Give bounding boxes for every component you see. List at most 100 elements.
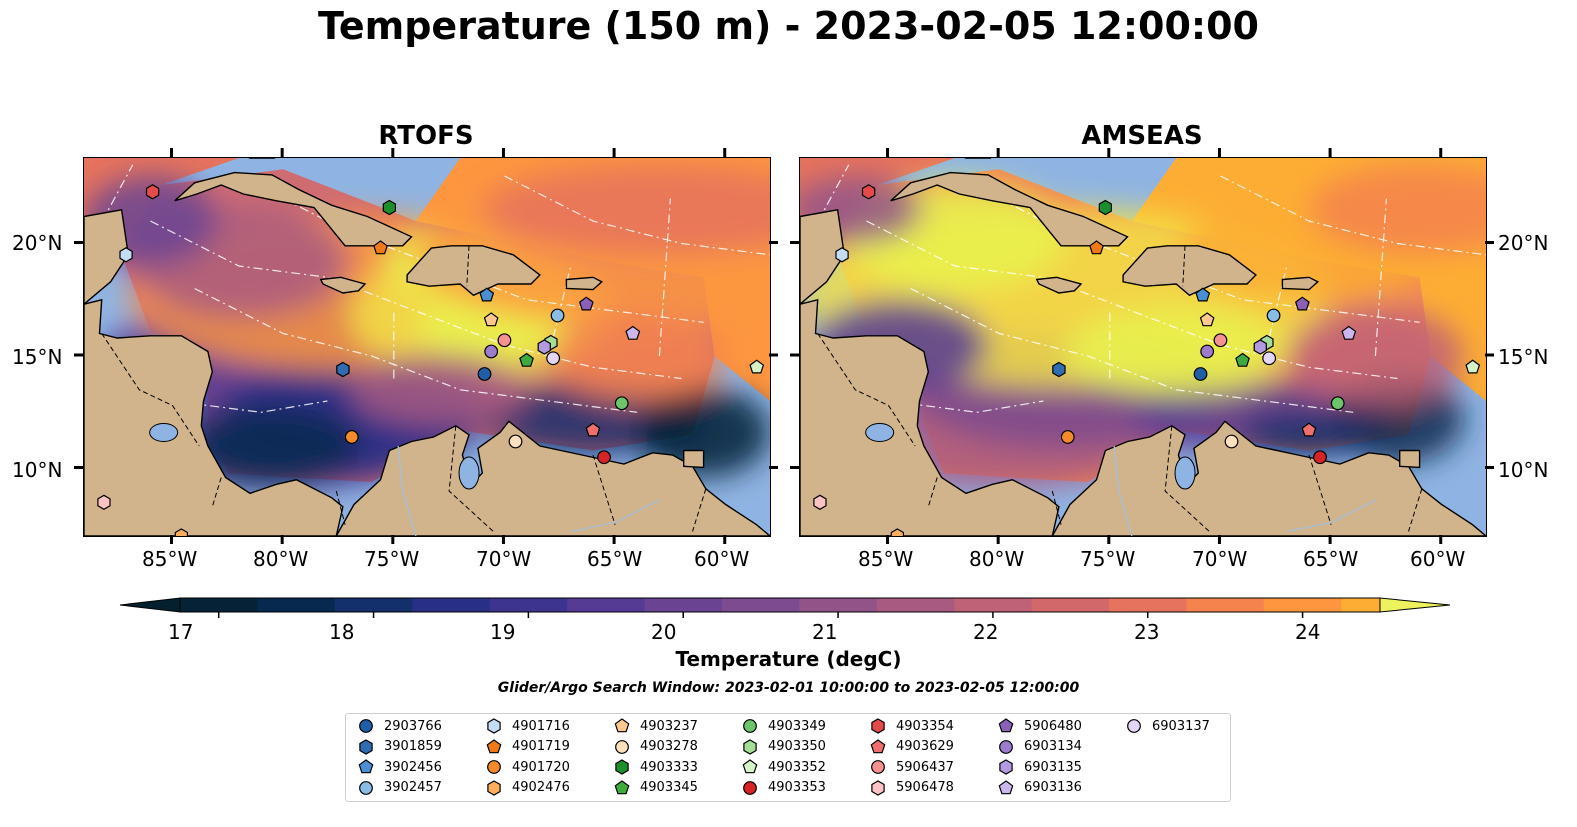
float-marker [1313,450,1327,465]
legend-label: 3902456 [384,759,442,775]
legend-entry: 4901716 [484,716,570,736]
legend-marker [871,718,885,734]
y-tick-label: 20°N [1498,231,1549,255]
legend-label: 3902457 [384,780,442,795]
land-hispaniola [406,245,541,297]
legend-entry: 3901859 [356,737,442,757]
legend-marker [359,719,373,733]
float-markers [97,184,765,536]
legend-marker-shape [359,738,373,755]
legend-marker [870,738,886,753]
legend-marker [871,779,885,796]
land [84,158,770,536]
legend-label: 3901859 [384,739,442,754]
search-window-text: Glider/Argo Search Window: 2023-02-01 10… [497,680,1080,696]
float-marker [479,287,495,302]
float-marker [1253,339,1267,355]
colorbar-segment [489,598,568,612]
x-tick-label: 85°W [858,547,914,571]
legend-marker-shape [999,739,1013,754]
colorbar-segment [799,598,878,612]
x-tick-label: 75°W [364,547,420,571]
float-marker [145,184,160,200]
x-tick-label: 65°W [1303,547,1359,571]
colorbar-tick-label: 18 [329,620,355,644]
legend-marker-shape [1127,719,1141,733]
x-tick-label: 80°W [253,547,309,571]
legend-marker [614,779,630,794]
float-marker [1224,434,1239,449]
rivers [397,445,660,536]
float-marker [1193,367,1208,381]
float-marker [336,361,350,378]
legend-entry: 4902476 [484,778,570,798]
legend-entry: 6903136 [996,778,1082,798]
float-marker [174,528,189,536]
float-marker [519,352,534,367]
colorbar-tick-label: 21 [812,620,838,644]
float-marker [1341,325,1357,340]
legend-marker [486,738,502,753]
legend-marker-shape [998,718,1014,733]
legend-marker-shape [487,718,501,734]
land-yucatan [84,208,130,306]
float-marker [614,396,629,411]
legend-marker-shape [487,779,501,796]
float-marker [483,312,499,327]
legend-marker [615,759,629,775]
country-borders [101,245,707,532]
land-hispaniola [1122,245,1257,297]
float-marker [625,325,641,340]
legend-entry: 6903137 [1124,716,1210,736]
legend-label: 4903352 [768,759,826,775]
x-tick-label: 60°W [1410,547,1466,571]
legend-marker-shape [486,738,502,753]
legend-label: 5906437 [896,759,954,775]
legend-marker-shape [359,719,373,733]
legend-marker [487,760,501,774]
float-marker [484,344,499,359]
legend-label: 4903353 [768,780,826,795]
legend-label: 4903237 [640,718,698,734]
legend-marker [487,779,501,796]
legend-marker-shape [742,759,758,774]
legend-entry: 6903135 [996,757,1082,777]
float-marker [1262,351,1277,366]
float-marker [1465,359,1481,374]
legend-label: 2903766 [384,718,442,734]
float-marker [1098,199,1112,216]
legend-marker [998,718,1014,733]
colorbar-tick-label: 17 [168,620,194,644]
float-marker [835,247,849,263]
land [800,158,1486,536]
figure-title: Temperature (150 m) - 2023-02-05 12:00:0… [317,4,1259,48]
colorbar-segment [567,598,646,612]
land-trinidad [1399,449,1421,469]
colorbar-tick-label: 23 [1134,620,1160,644]
legend-entry: 4903278 [612,737,698,757]
legend-marker [358,759,374,774]
float-marker [508,434,523,449]
legend-label: 4903350 [768,739,826,754]
panel-title-rtofs: RTOFS [378,121,474,151]
colorbar-over-arrow [1379,597,1451,613]
float-marker [1213,333,1228,348]
colorbar-segment [1341,598,1381,612]
float-marker [497,333,512,348]
country-borders [817,245,1423,532]
legend-label: 5906480 [1024,718,1082,734]
legend-marker [743,719,757,733]
legend-entry: 4903629 [868,737,954,757]
legend-entry: 3902457 [356,778,442,798]
colorbar-segment [334,598,413,612]
rtofs-map [84,158,770,536]
float-marker [585,422,601,437]
legend-entry: 4903333 [612,757,698,777]
float-marker [373,240,388,255]
legend-entry: 4903345 [612,778,698,798]
legend-label: 6903135 [1024,759,1082,775]
x-tick-label: 80°W [969,547,1025,571]
legend-label: 4901719 [512,739,570,754]
legend-entry: 4903237 [612,716,698,736]
lake-nicaragua [149,423,179,442]
